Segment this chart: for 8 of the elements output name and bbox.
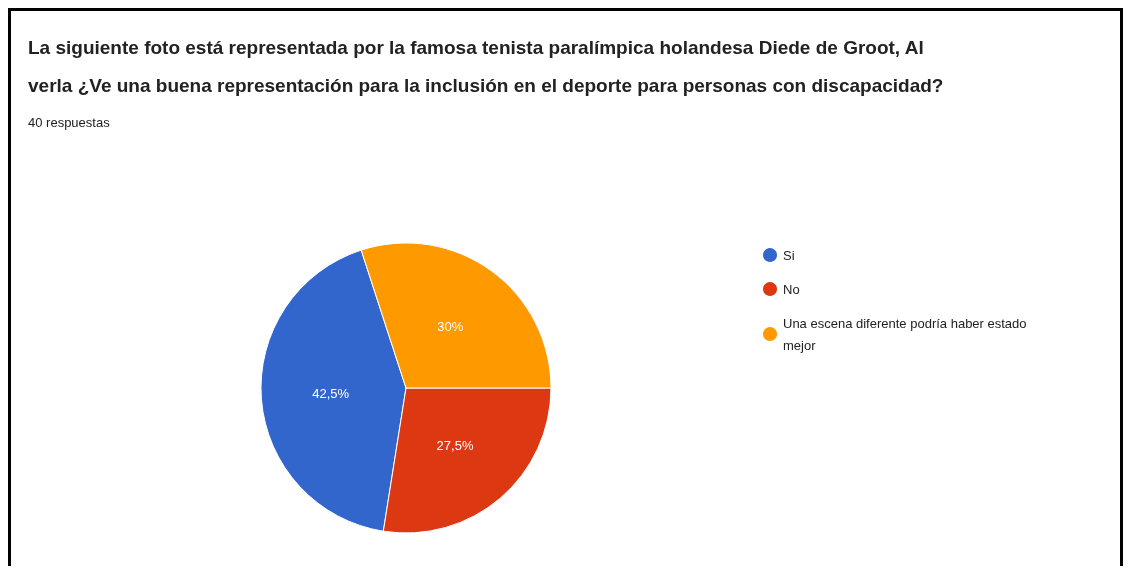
- data-label: 30%: [437, 319, 464, 335]
- data-label: 42,5%: [312, 386, 350, 402]
- data-label: 27,5%: [436, 437, 474, 453]
- text: 40 respuestas: [28, 115, 111, 130]
- legend-label: No: [783, 281, 800, 297]
- legend-label: Si: [783, 247, 795, 263]
- chart-title: La siguiente foto está representada por la famosa tenista paralímpica holandesa Diede de Groot, Al verla ¿Ve una buena representación para la inclusión en el deporte para personas con discapacidad?: [28, 36, 944, 96]
- legend-label: Una escena diferente podría haber estado mejor: [783, 315, 1031, 353]
